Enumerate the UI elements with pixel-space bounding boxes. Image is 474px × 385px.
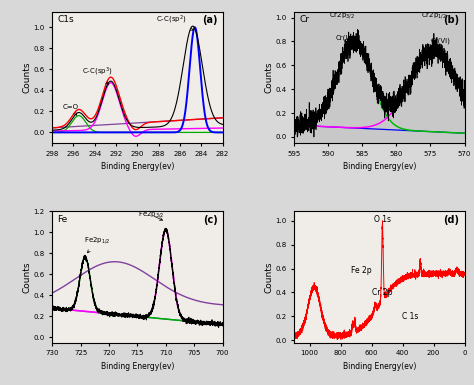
Y-axis label: Counts: Counts	[23, 62, 32, 93]
Text: Fe 2p: Fe 2p	[351, 266, 372, 276]
Text: Fe: Fe	[57, 215, 67, 224]
Text: C-C(sp$^3$): C-C(sp$^3$)	[82, 65, 112, 85]
X-axis label: Binding Energy(ev): Binding Energy(ev)	[100, 162, 174, 171]
Y-axis label: Counts: Counts	[265, 62, 274, 93]
Text: C-C(sp$^2$): C-C(sp$^2$)	[156, 14, 193, 30]
Text: (a): (a)	[202, 15, 218, 25]
Text: Fe2p$_{3/2}$: Fe2p$_{3/2}$	[138, 210, 165, 220]
X-axis label: Binding Energy(ev): Binding Energy(ev)	[343, 162, 416, 171]
Text: Cr(VI): Cr(VI)	[431, 38, 451, 55]
Text: Cr 2p: Cr 2p	[372, 288, 392, 297]
Text: (b): (b)	[443, 15, 459, 25]
Text: Cr2p$_{1/2}$: Cr2p$_{1/2}$	[421, 11, 447, 21]
Text: Fe2p$_{1/2}$: Fe2p$_{1/2}$	[84, 236, 111, 253]
Text: (d): (d)	[443, 215, 459, 225]
Y-axis label: Counts: Counts	[265, 261, 274, 293]
Text: (c): (c)	[203, 215, 218, 225]
Text: C1s: C1s	[57, 15, 74, 25]
X-axis label: Binding Energy(ev): Binding Energy(ev)	[343, 362, 416, 371]
Text: Cr: Cr	[299, 15, 309, 25]
Text: Cr(III): Cr(III)	[336, 34, 355, 50]
Text: C=O: C=O	[62, 104, 78, 115]
Y-axis label: Counts: Counts	[23, 261, 32, 293]
Text: Cr2p$_{3/2}$: Cr2p$_{3/2}$	[329, 11, 355, 21]
Text: C 1s: C 1s	[402, 312, 419, 321]
X-axis label: Binding Energy(ev): Binding Energy(ev)	[100, 362, 174, 371]
Text: O 1s: O 1s	[374, 215, 391, 224]
